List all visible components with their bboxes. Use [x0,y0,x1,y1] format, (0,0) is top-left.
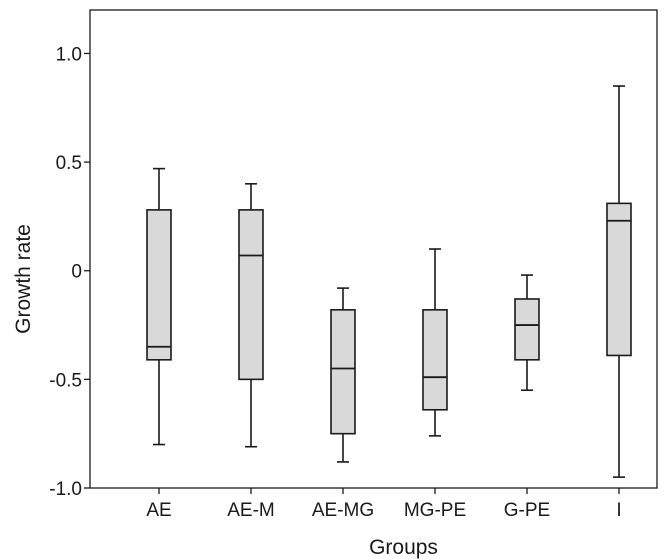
iqr-box [514,298,540,361]
box-i [606,85,632,478]
x-tick-label: MG-PE [404,500,466,521]
iqr-box [238,209,264,381]
x-tick-label: I [616,500,621,521]
x-tick-label: AE-M [227,500,275,521]
iqr-box [330,309,356,435]
box-series [146,85,632,478]
y-axis-title: Growth rate [12,224,35,334]
x-tick-label: AE-MG [312,500,374,521]
iqr-box [422,309,448,411]
x-tick-label: G-PE [504,500,550,521]
y-tick-label: 0 [71,262,82,283]
y-tick-label: 0.5 [56,153,82,174]
x-axis: AE AE-M AE-MG MG-PE G-PE I [146,488,622,521]
plot-frame [89,9,658,489]
box-mg-pe [422,248,448,437]
box-ae-m [238,183,264,448]
iqr-box [146,209,172,361]
y-tick-label: 1.0 [56,44,82,65]
iqr-box [606,202,632,357]
x-tick-label: AE [146,500,171,521]
x-axis-title: Groups [369,536,438,559]
box-ae-mg [330,287,356,463]
y-tick-label: -0.5 [49,370,82,391]
box-g-pe [514,274,540,392]
box-ae [146,167,172,446]
y-tick-label: -1.0 [49,479,82,500]
y-axis: -1.0 -0.5 0 0.5 1.0 [49,44,90,500]
